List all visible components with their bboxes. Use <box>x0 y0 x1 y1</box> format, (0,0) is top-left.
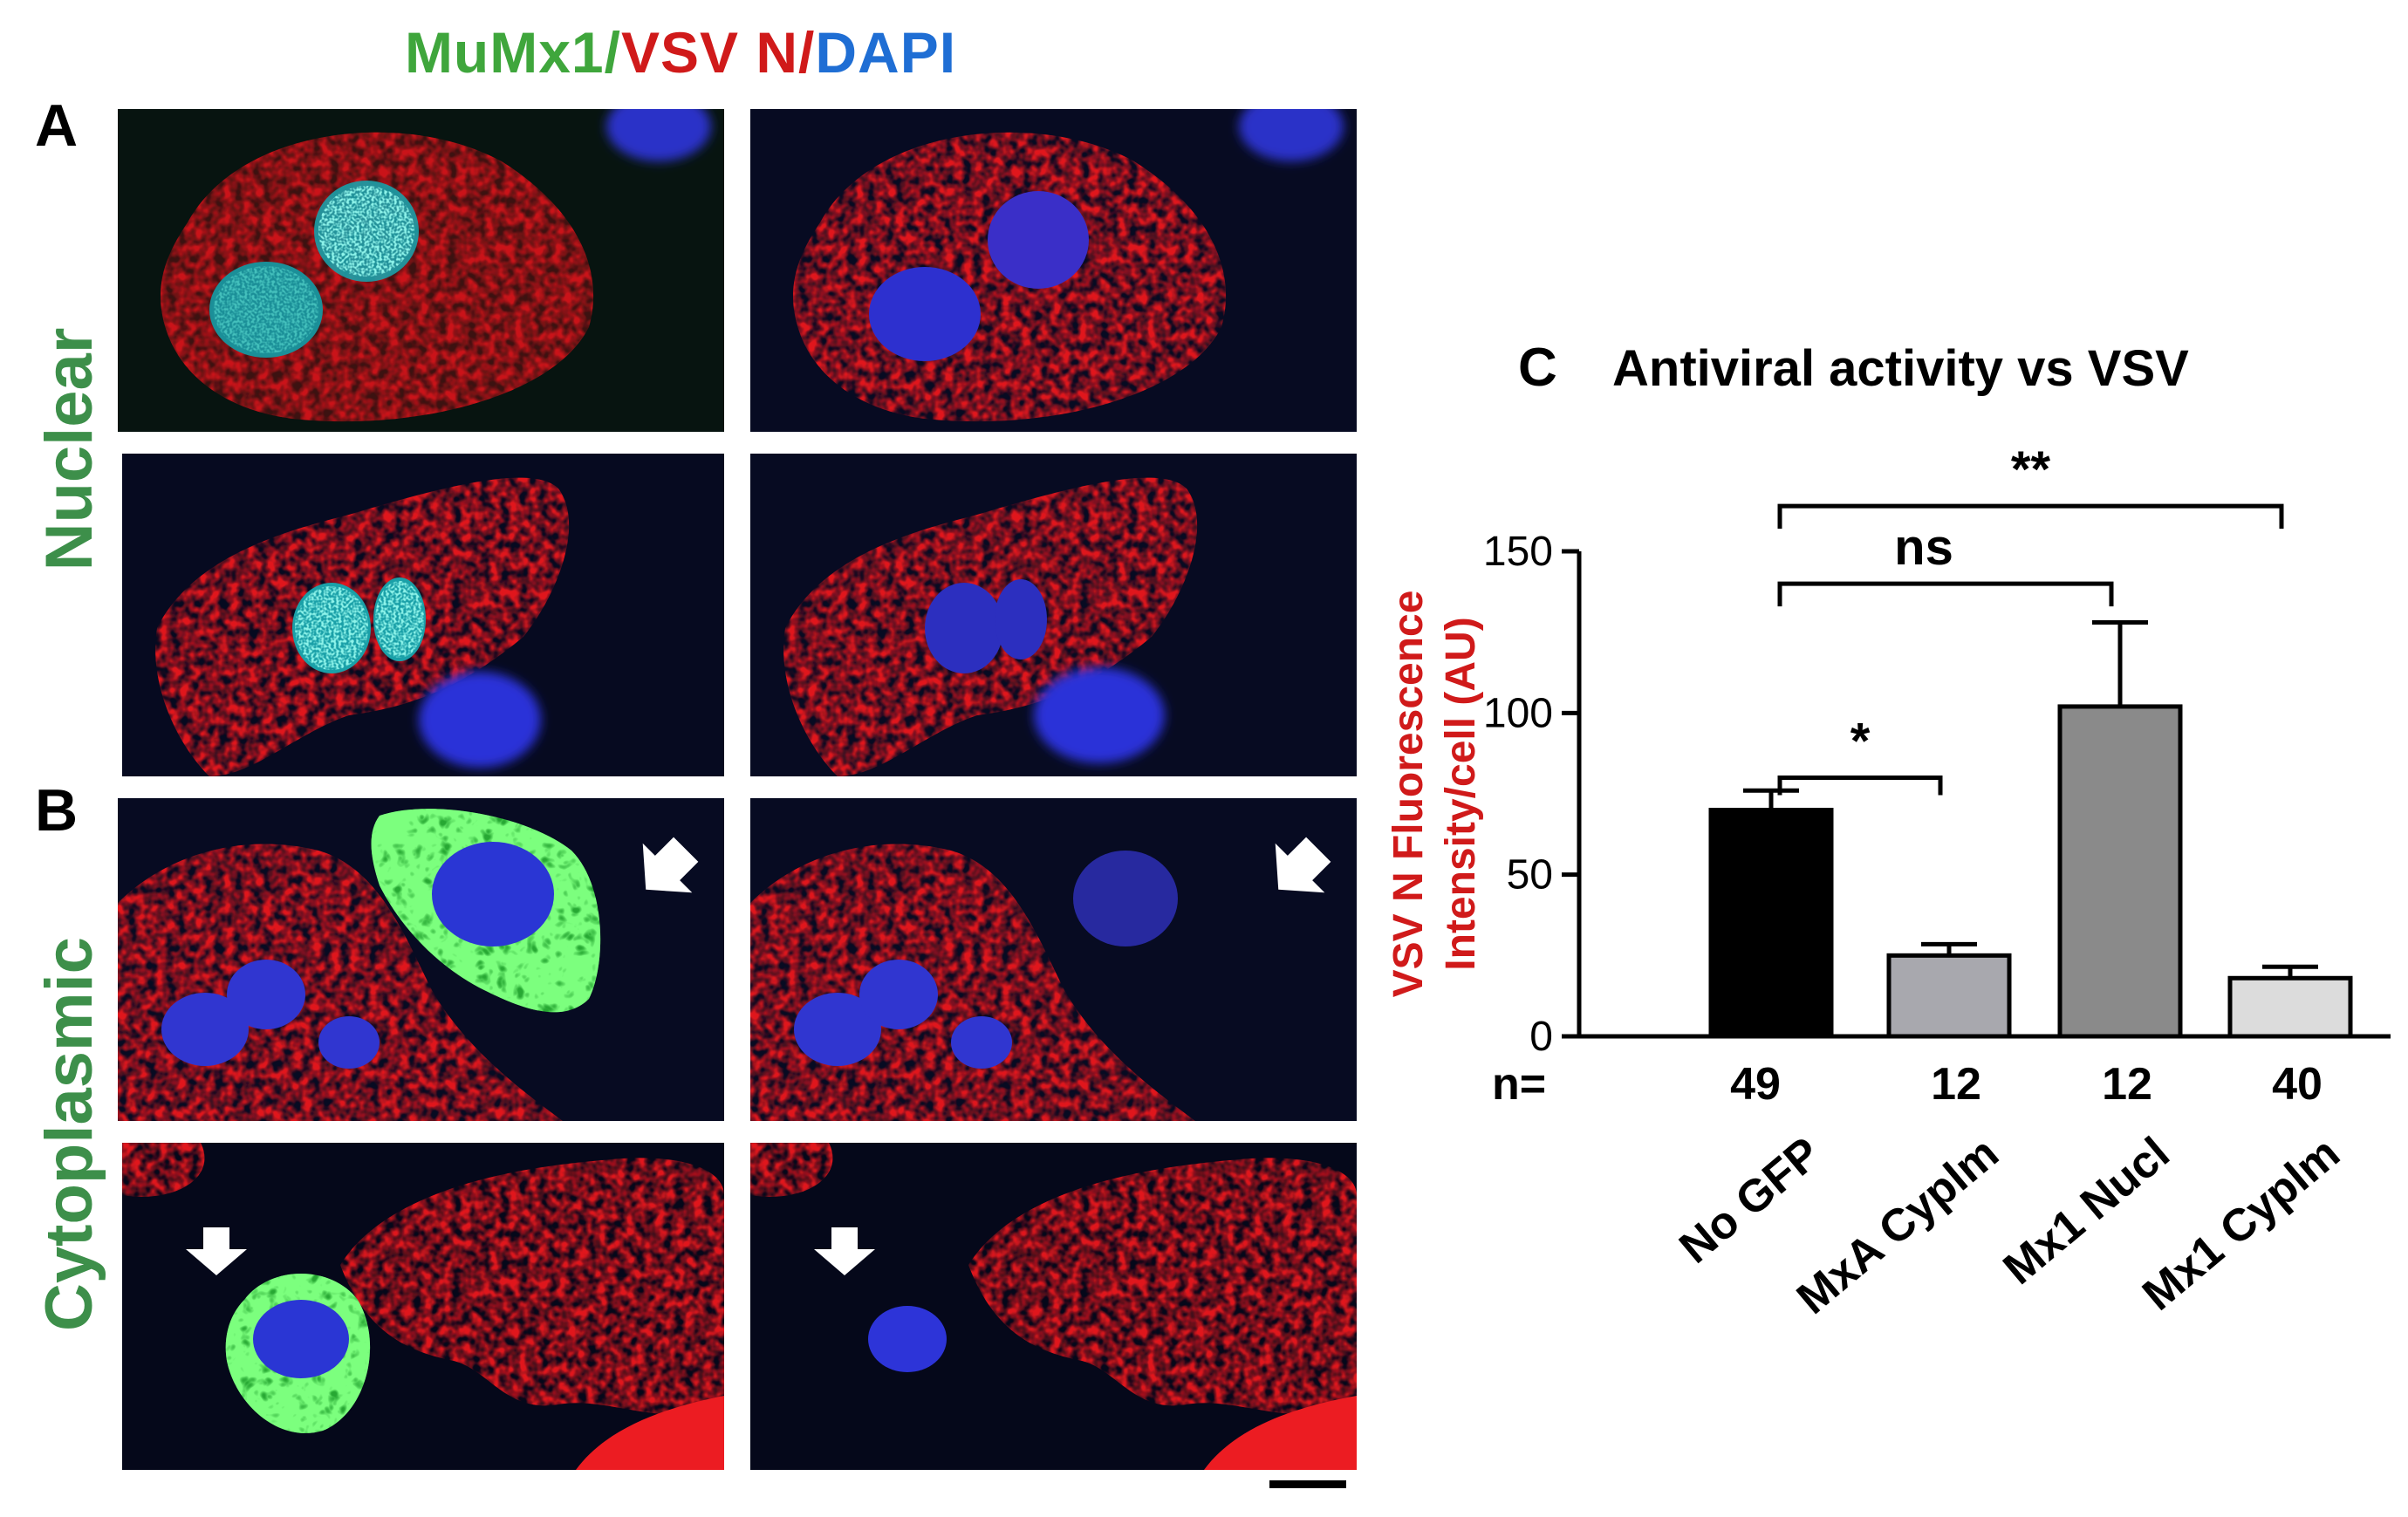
y-tick-label: 0 <box>1529 1014 1553 1060</box>
micrograph-cytoplasmic-1-vsv <box>750 798 1357 1121</box>
significance-bracket-2 <box>1777 581 2114 607</box>
n-value-1: 49 <box>1730 1059 1781 1110</box>
panel-letter-a: A <box>35 92 79 159</box>
bar-2 <box>1886 953 2012 1039</box>
y-axis-label-line-2: Intensity/cell (AU) <box>1438 617 1484 970</box>
n-label: n= <box>1492 1059 1546 1110</box>
y-axis-label: VSV N Fluorescence Intensity/cell (AU) <box>1385 591 1484 998</box>
panel-letter-c: C <box>1518 338 1557 398</box>
y-axis-label-line-1: VSV N Fluorescence <box>1385 591 1432 998</box>
y-tick-label: 100 <box>1483 690 1553 736</box>
row-label-cytoplasmic: Cytoplasmic <box>32 937 106 1331</box>
y-tick-label: 150 <box>1483 529 1553 575</box>
n-value-3: 12 <box>2102 1059 2152 1110</box>
stain-label-dapi: DAPI <box>815 20 957 85</box>
panel-letter-b: B <box>35 777 79 844</box>
micrograph-nuclear-1-merge <box>118 109 724 432</box>
stain-label-mumx1: MuMx1/ <box>404 20 621 85</box>
micrograph-cytoplasmic-2-vsv <box>750 1143 1357 1470</box>
significance-bracket-3 <box>1777 503 2284 530</box>
bar-4 <box>2227 975 2353 1039</box>
n-value-2: 12 <box>1931 1059 1981 1110</box>
bar-chart: C Antiviral activity vs VSV VSV N Fluore… <box>1385 338 2391 1324</box>
micrograph-nuclear-2-vsv <box>750 454 1357 776</box>
micrograph-cytoplasmic-2-merge <box>122 1143 724 1470</box>
bar-1 <box>1708 808 1834 1039</box>
chart-title: Antiviral activity vs VSV <box>1612 340 2189 397</box>
significance-bracket-1 <box>1777 775 1943 796</box>
micrograph-cytoplasmic-1-merge <box>118 798 724 1121</box>
significance-label-1: * <box>1850 713 1871 769</box>
category-label-1: No GFP <box>1670 1128 1830 1274</box>
row-label-nuclear: Nuclear <box>32 327 106 571</box>
micrograph-nuclear-1-vsv <box>750 109 1357 432</box>
scale-bar <box>1269 1480 1346 1488</box>
y-tick-label: 50 <box>1507 852 1553 899</box>
significance-label-2: ns <box>1894 519 1953 576</box>
micrograph-nuclear-2-merge <box>122 454 724 776</box>
stain-legend-title: MuMx1/VSV N/DAPI <box>0 19 1361 85</box>
n-value-4: 40 <box>2272 1059 2322 1110</box>
significance-label-3: ** <box>2011 441 2051 498</box>
bar-3 <box>2057 704 2183 1039</box>
stain-label-vsvn: VSV N/ <box>620 20 816 85</box>
